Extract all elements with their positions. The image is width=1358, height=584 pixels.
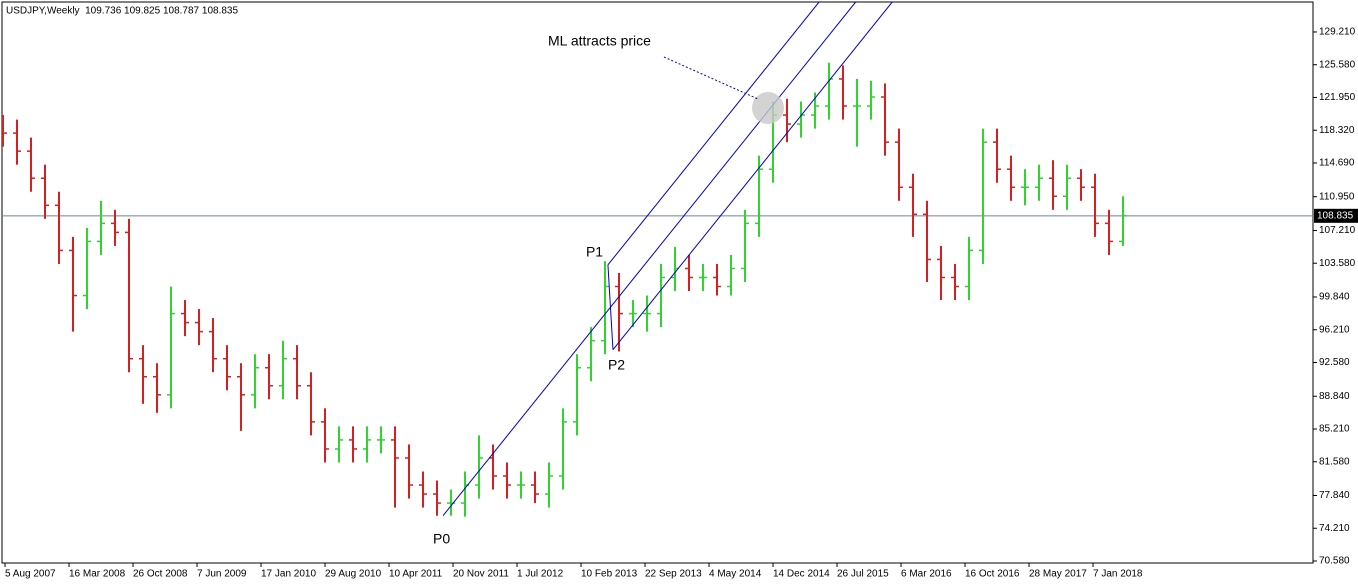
x-tick-label: 4 May 2014 <box>709 569 762 580</box>
y-tick-label: 88.840 <box>1319 391 1350 402</box>
y-tick-label: 114.690 <box>1319 158 1355 169</box>
pitchfork-label: P0 <box>433 530 450 546</box>
y-tick-label: 81.580 <box>1319 456 1350 467</box>
x-tick-label: 26 Oct 2008 <box>133 569 188 580</box>
x-tick-label: 29 Aug 2010 <box>325 569 382 580</box>
x-tick-label: 26 Jul 2015 <box>837 569 889 580</box>
y-tick-label: 70.580 <box>1319 556 1350 567</box>
y-tick-label: 129.210 <box>1319 27 1356 38</box>
x-tick-label: 28 May 2017 <box>1029 569 1087 580</box>
pitchfork-label: P1 <box>586 244 603 260</box>
y-tick-label: 125.580 <box>1319 59 1356 70</box>
pitchfork-median <box>442 2 857 517</box>
x-tick-label: 10 Apr 2011 <box>389 569 443 580</box>
x-tick-label: 14 Dec 2014 <box>773 569 830 580</box>
pitchfork-upper <box>607 2 820 266</box>
pitchfork-lower <box>612 2 893 350</box>
last-price-box <box>1314 208 1358 223</box>
highlight-circle <box>752 92 784 124</box>
x-tick-label: 7 Jun 2009 <box>197 569 247 580</box>
y-tick-label: 74.210 <box>1319 523 1350 534</box>
y-tick-label: 92.580 <box>1319 357 1350 368</box>
x-tick-label: 1 Jul 2012 <box>517 569 564 580</box>
y-tick-label: 96.210 <box>1319 324 1350 335</box>
x-tick-label: 10 Feb 2013 <box>581 569 638 580</box>
x-tick-label: 16 Mar 2008 <box>69 569 126 580</box>
y-tick-label: 110.950 <box>1319 191 1355 202</box>
plot-frame <box>1 1 1314 564</box>
y-tick-label: 121.950 <box>1319 92 1356 103</box>
pitchfork-base <box>607 264 614 350</box>
x-tick-label: 5 Aug 2007 <box>5 569 56 580</box>
y-tick-label: 107.210 <box>1319 225 1356 236</box>
x-tick-label: 7 Jan 2018 <box>1093 569 1143 580</box>
annotation: ML attracts price <box>548 33 651 49</box>
y-tick-label: 99.840 <box>1319 292 1350 303</box>
x-tick-label: 22 Sep 2013 <box>645 569 702 580</box>
x-tick-label: 6 Mar 2016 <box>901 569 952 580</box>
y-tick-label: 85.210 <box>1319 424 1350 435</box>
y-tick-label: 77.840 <box>1319 490 1350 501</box>
x-tick-label: 16 Oct 2016 <box>965 569 1020 580</box>
x-tick-label: 20 Nov 2011 <box>453 569 509 580</box>
chart-title: USDJPY,Weekly 109.736 109.825 108.787 10… <box>6 6 238 17</box>
x-tick-label: 17 Jan 2010 <box>261 569 316 580</box>
annotation-pointer <box>663 56 759 100</box>
last-price-label: 108.835 <box>1317 210 1354 221</box>
y-tick-label: 118.320 <box>1319 125 1355 136</box>
plot-area <box>2 2 1313 517</box>
y-tick-label: 103.580 <box>1319 258 1356 269</box>
pitchfork-label: P2 <box>608 356 625 372</box>
